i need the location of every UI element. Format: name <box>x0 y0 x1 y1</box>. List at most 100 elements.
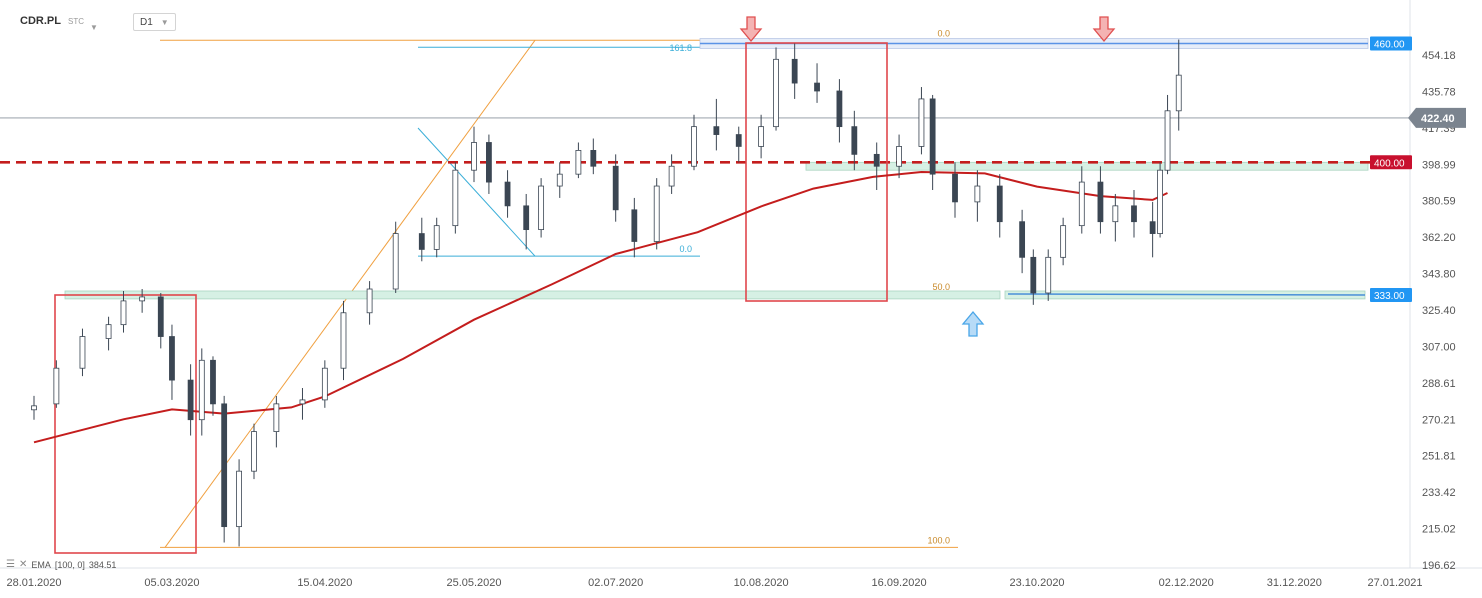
candle-body <box>691 126 697 167</box>
candle-body <box>851 126 858 155</box>
fib1-label-100: 100.0 <box>927 535 950 545</box>
y-tick-label: 454.18 <box>1422 50 1456 62</box>
current-price-tag-text: 422.40 <box>1421 113 1455 125</box>
price-tag-400: 400.00 <box>1370 155 1412 170</box>
candle-body <box>668 165 675 187</box>
candle-body <box>120 300 127 326</box>
candle-body <box>1131 205 1137 223</box>
candle-body <box>1030 256 1037 294</box>
candle-body <box>1149 221 1156 234</box>
candle-body <box>321 367 328 401</box>
candle-body <box>556 173 563 187</box>
candle-body <box>299 399 306 405</box>
candle-body <box>418 233 425 250</box>
support-zone-400 <box>805 161 1369 171</box>
candle-body <box>929 98 936 175</box>
y-tick-label: 325.40 <box>1422 305 1456 317</box>
candle-body <box>1157 169 1163 234</box>
candle-body <box>486 142 492 183</box>
fib1-label-50: 50.0 <box>932 282 950 292</box>
candle-body <box>952 173 958 203</box>
x-tick-label: 16.09.2020 <box>872 577 927 589</box>
buy-arrow-icon-shape <box>961 310 985 337</box>
candle-body <box>814 82 820 92</box>
sell-arrow-icon-2-shape <box>1092 16 1116 43</box>
y-tick-label: 196.62 <box>1422 560 1456 572</box>
candle-body <box>169 336 175 381</box>
price-tag-460-bg <box>1370 36 1412 51</box>
candle-body <box>198 359 205 421</box>
price-tag-400-text: 400.00 <box>1374 158 1405 169</box>
y-tick-label: 343.80 <box>1422 269 1456 281</box>
candle-body <box>187 379 194 421</box>
settings-icon[interactable]: ☰ <box>6 559 15 570</box>
y-tick-label: 435.78 <box>1422 86 1456 98</box>
candle-body <box>392 233 399 290</box>
candle-body <box>896 146 902 167</box>
candle-body <box>791 58 798 84</box>
indicator-legend: ☰ ✕ EMA [100, 0] 384.51 <box>6 559 116 570</box>
y-tick-label: 288.61 <box>1422 378 1456 390</box>
price-tag-400-bg <box>1370 155 1412 170</box>
candle-body <box>251 431 257 472</box>
candle-body <box>590 150 597 167</box>
highlight-box-left <box>54 294 197 554</box>
candle-body <box>538 185 545 231</box>
candle-body <box>1112 205 1119 223</box>
candle-body <box>340 312 347 369</box>
candle-body <box>713 126 720 135</box>
timeframe-select[interactable]: D1 ▼ <box>133 13 176 31</box>
candle-body <box>105 324 112 339</box>
candle-body <box>758 126 765 147</box>
fib2-label-0: 0.0 <box>679 244 692 254</box>
candle-body <box>1060 225 1067 258</box>
candle-body <box>31 405 37 411</box>
sell-arrow-icon-2 <box>1092 16 1116 43</box>
symbol-dropdown-icon[interactable]: ▼ <box>90 22 98 32</box>
y-tick-label: 362.20 <box>1422 232 1456 244</box>
x-tick-label: 31.12.2020 <box>1267 577 1322 589</box>
candle-body <box>631 209 638 242</box>
y-tick-label: 270.21 <box>1422 414 1456 426</box>
market-label: STC <box>68 16 84 26</box>
close-icon[interactable]: ✕ <box>18 559 28 570</box>
symbol-label[interactable]: CDR.PL <box>20 15 61 27</box>
candle-body <box>504 181 511 207</box>
timeframe-value: D1 <box>140 16 153 28</box>
sell-arrow-icon-shape <box>739 16 763 43</box>
price-tag-333: 333.00 <box>1370 287 1412 302</box>
current-price-tag-bg <box>1408 107 1466 128</box>
candle-body <box>996 185 1003 223</box>
candle-body <box>221 403 228 528</box>
y-tick-label: 215.02 <box>1422 524 1456 536</box>
x-tick-label: 02.07.2020 <box>588 577 643 589</box>
x-tick-label: 27.01.2021 <box>1367 577 1422 589</box>
x-tick-label: 02.12.2020 <box>1159 577 1214 589</box>
candle-body <box>836 90 843 128</box>
candle-body <box>735 134 742 147</box>
indicator-value: 384.51 <box>88 559 117 570</box>
x-tick-label: 05.03.2020 <box>144 577 199 589</box>
highlight-box-right <box>745 42 888 302</box>
candle-body <box>433 225 440 250</box>
candle-body <box>1175 74 1182 112</box>
candle-body <box>1078 181 1085 227</box>
candles-group <box>31 39 1182 547</box>
indicator-name: EMA <box>31 559 51 570</box>
candle-body <box>273 403 280 432</box>
fib1-label-0: 0.0 <box>937 28 950 38</box>
candle-body <box>575 150 582 175</box>
y-tick-label: 251.81 <box>1422 451 1456 463</box>
price-tag-333-text: 333.00 <box>1374 291 1405 302</box>
y-tick-label: 380.59 <box>1422 196 1456 208</box>
candle-body <box>452 169 459 227</box>
current-price-tag: 422.40 <box>1408 107 1466 128</box>
sell-arrow-icon <box>739 16 763 43</box>
fib2-trend-line <box>417 127 536 257</box>
candle-body <box>653 185 660 242</box>
candle-body <box>366 288 373 314</box>
candle-body <box>523 205 530 231</box>
candle-body <box>157 296 164 337</box>
